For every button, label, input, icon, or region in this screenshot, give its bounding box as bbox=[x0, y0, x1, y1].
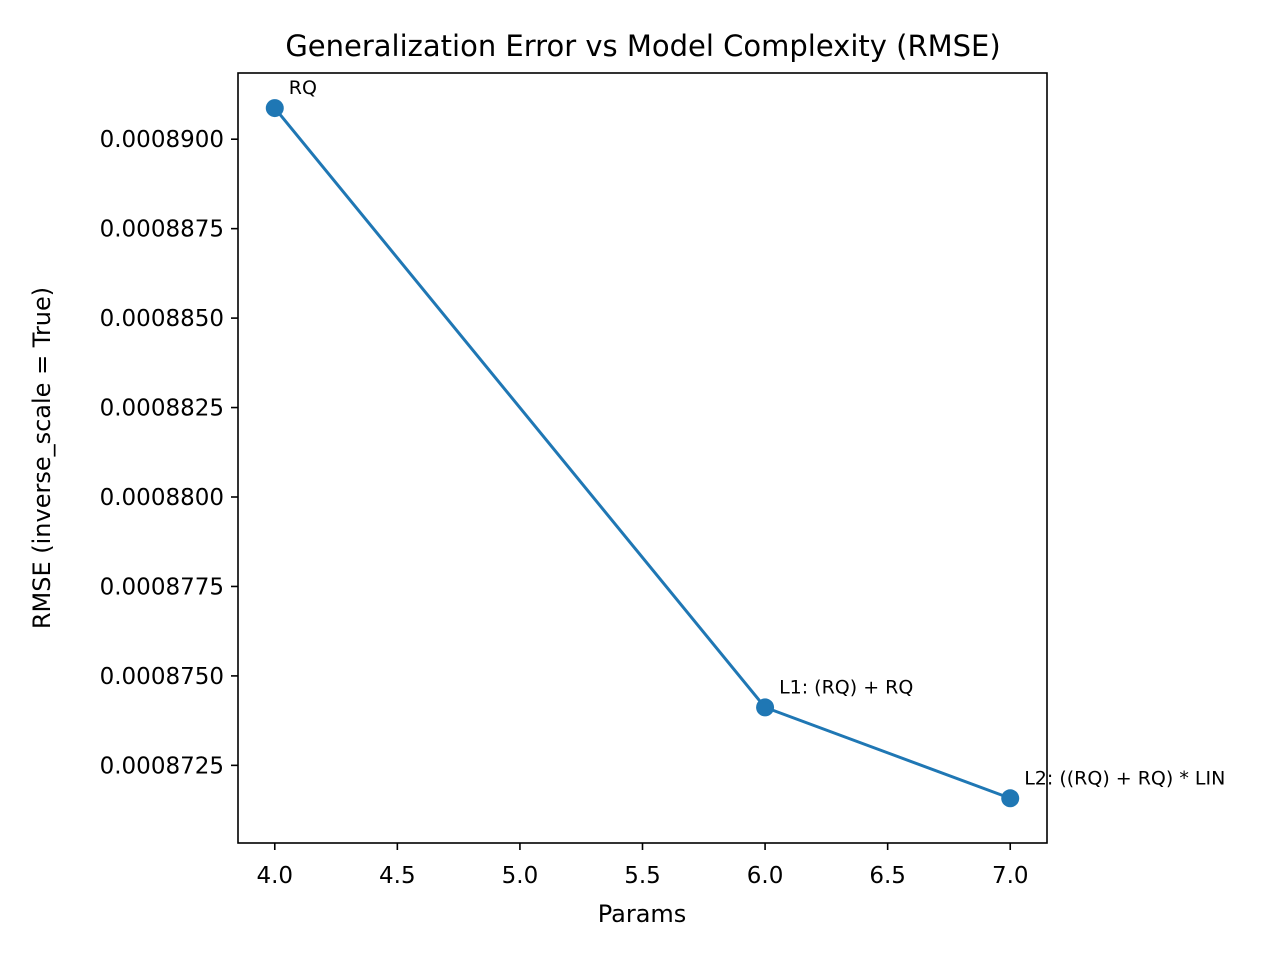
x-tick-label: 4.5 bbox=[379, 863, 416, 889]
point-annotation: RQ bbox=[289, 77, 317, 99]
y-tick-label: 0.0008825 bbox=[100, 396, 224, 422]
series-layer: RQ L1: (RQ) + RQ L2: ((RQ) + RQ) * LIN bbox=[265, 77, 1225, 808]
x-tick-label: 5.5 bbox=[624, 863, 661, 889]
point-annotation: L1: (RQ) + RQ bbox=[779, 676, 913, 698]
chart-title: Generalization Error vs Model Complexity… bbox=[285, 29, 1000, 63]
y-axis: 0.0008725 0.0008750 0.0008775 0.0008800 0.00… bbox=[100, 127, 238, 779]
y-tick-label: 0.0008725 bbox=[100, 753, 224, 779]
y-tick-label: 0.0008850 bbox=[100, 306, 224, 332]
data-point bbox=[1001, 789, 1020, 808]
x-axis: 4.0 4.5 5.0 5.5 6.0 6.5 7.0 bbox=[256, 843, 1029, 889]
data-point bbox=[756, 698, 775, 717]
data-point bbox=[265, 99, 284, 118]
x-axis-label: Params bbox=[598, 900, 687, 928]
x-tick-label: 4.0 bbox=[256, 863, 293, 889]
y-tick-label: 0.0008775 bbox=[100, 574, 224, 600]
y-tick-label: 0.0008900 bbox=[100, 127, 224, 153]
y-axis-label: RMSE (inverse_scale = True) bbox=[28, 287, 56, 629]
y-tick-label: 0.0008875 bbox=[100, 217, 224, 243]
y-tick-label: 0.0008750 bbox=[100, 664, 224, 690]
x-tick-label: 7.0 bbox=[992, 863, 1029, 889]
y-tick-label: 0.0008800 bbox=[100, 485, 224, 511]
point-annotation: L2: ((RQ) + RQ) * LIN bbox=[1024, 767, 1225, 789]
x-tick-label: 6.5 bbox=[869, 863, 906, 889]
x-tick-label: 5.0 bbox=[502, 863, 539, 889]
x-tick-label: 6.0 bbox=[747, 863, 784, 889]
